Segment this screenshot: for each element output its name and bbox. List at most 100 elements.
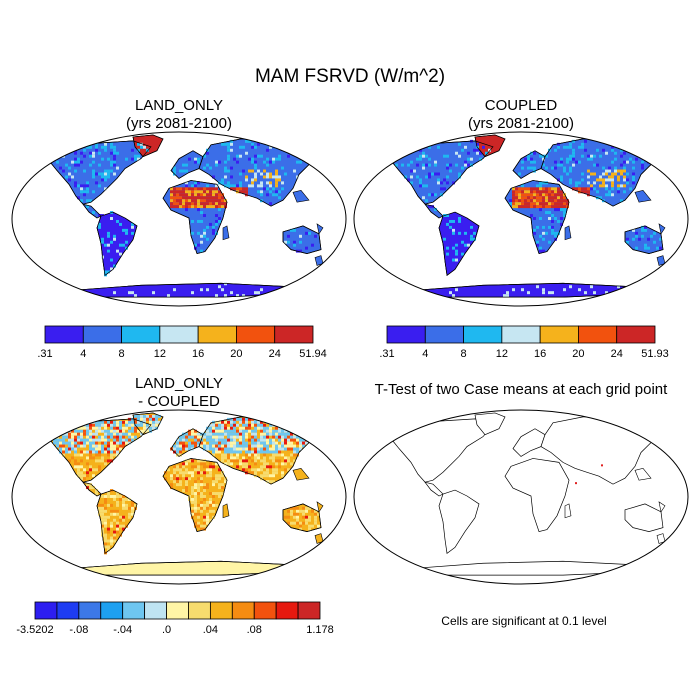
grid-cell [242, 417, 245, 421]
coastline-north-america [42, 418, 152, 483]
grid-cell [245, 190, 248, 194]
grid-cell [152, 291, 155, 295]
grid-cell [242, 432, 245, 436]
grid-cell [590, 285, 593, 289]
grid-cell [308, 527, 311, 531]
grid-cell [458, 175, 461, 179]
grid-cell [59, 444, 62, 448]
grid-cell [293, 444, 296, 448]
grid-cell [524, 202, 527, 206]
grid-cell [215, 187, 218, 191]
grid-cell [314, 420, 317, 424]
grid-cell [227, 145, 230, 149]
grid-cell [119, 243, 122, 247]
grid-cell [530, 202, 533, 206]
grid-cell [197, 199, 200, 203]
grid-cell [113, 160, 116, 164]
grid-cell [467, 151, 470, 155]
grid-cell [56, 429, 59, 433]
grid-cell [212, 441, 215, 445]
grid-cell [104, 533, 107, 537]
grid-cell [224, 420, 227, 424]
grid-cell [131, 225, 134, 229]
grid-cell [98, 222, 101, 226]
grid-cell [443, 225, 446, 229]
coastline-africa [162, 180, 228, 255]
grid-cell [293, 420, 296, 424]
grid-cell [197, 459, 200, 463]
grid-cell [572, 148, 575, 152]
grid-cell [62, 148, 65, 152]
grid-cell [233, 450, 236, 454]
grid-cell [209, 509, 212, 513]
grid-cell [557, 208, 560, 212]
grid-cell [80, 441, 83, 445]
grid-cell [536, 190, 539, 194]
grid-cell [179, 441, 182, 445]
grid-cell [308, 438, 311, 442]
grid-cell [596, 163, 599, 167]
grid-cell [470, 225, 473, 229]
grid-cell [113, 258, 116, 262]
grid-cell [218, 190, 221, 194]
grid-cell [71, 175, 74, 179]
grid-cell [212, 231, 215, 235]
grid-cell [623, 169, 626, 173]
grid-cell [62, 441, 65, 445]
grid-cell [233, 429, 236, 433]
grid-cell [215, 426, 218, 430]
grid-cell [218, 423, 221, 427]
grid-cell [206, 474, 209, 478]
grid-cell [284, 435, 287, 439]
colorbar-tick-label: -.04 [113, 624, 132, 636]
grid-cell [98, 447, 101, 451]
grid-cell [278, 450, 281, 454]
grid-cell [509, 199, 512, 203]
grid-cell [299, 527, 302, 531]
grid-cell [194, 506, 197, 510]
grid-cell [83, 441, 86, 445]
grid-cell [422, 154, 425, 158]
grid-cell [554, 205, 557, 209]
grid-cell [569, 285, 572, 289]
grid-cell [233, 441, 236, 445]
grid-cell [269, 160, 272, 164]
grid-cell [257, 184, 260, 188]
grid-cell [110, 512, 113, 516]
grid-cell [530, 160, 533, 164]
grid-cell [209, 471, 212, 475]
grid-cell [257, 453, 260, 457]
grid-cell [626, 145, 629, 149]
grid-cell [95, 423, 98, 427]
panel-title-line: - COUPLED [138, 393, 220, 410]
grid-cell [197, 515, 200, 519]
grid-cell [317, 426, 320, 430]
grid-cell [425, 175, 428, 179]
grid-cell [203, 518, 206, 522]
grid-cell [89, 151, 92, 155]
grid-cell [116, 249, 119, 253]
grid-cell [101, 512, 104, 516]
grid-cell [593, 163, 596, 167]
grid-cell [74, 157, 77, 161]
coastline-greenland [132, 134, 164, 158]
grid-cell [173, 477, 176, 481]
grid-cell [284, 240, 287, 244]
grid-cell [152, 420, 155, 424]
grid-cell [230, 142, 233, 146]
grid-cell [134, 429, 137, 433]
grid-cell [104, 187, 107, 191]
grid-cell [107, 420, 110, 424]
grid-cell [65, 175, 68, 179]
grid-cell [185, 468, 188, 472]
grid-cell [197, 190, 200, 194]
grid-cell [179, 435, 182, 439]
grid-cell [101, 423, 104, 427]
grid-cell [296, 160, 299, 164]
coastline-south-america [96, 211, 138, 276]
grid-cell [512, 187, 515, 191]
grid-cell [386, 151, 389, 155]
grid-cell [176, 450, 179, 454]
grid-cell [59, 426, 62, 430]
grid-cell [590, 187, 593, 191]
